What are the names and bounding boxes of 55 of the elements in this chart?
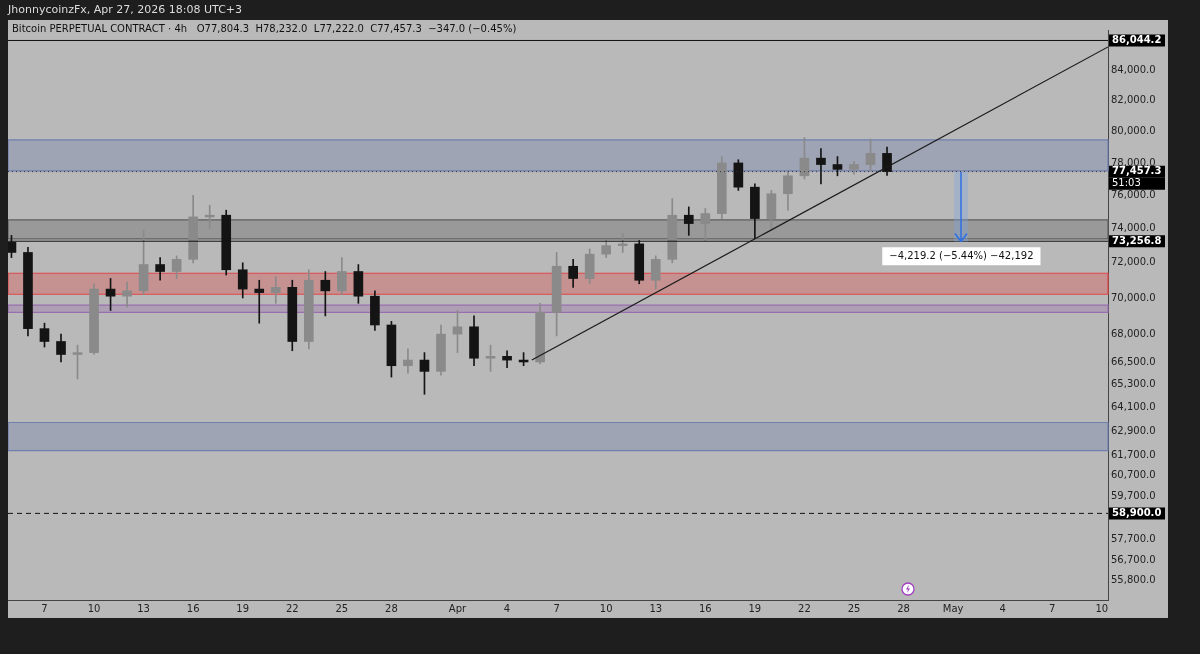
x-tick-label: Apr — [448, 602, 468, 614]
chart-subtitle: Bitcoin PERPETUAL CONTRACT · 4h O77,804.3 H78,232.0 L77,222.0 C77,457.3 −347.0 (−0.45%) — [12, 23, 517, 34]
candlestick — [204, 204, 215, 229]
x-tick-label: 28 — [385, 602, 398, 614]
x-tick-label: 4 — [999, 602, 1006, 614]
y-tick-label: 59,700.0 — [1111, 490, 1156, 502]
ref-line-label: 58,900.0 — [1112, 506, 1162, 518]
y-tick-label: 70,000.0 — [1111, 291, 1156, 303]
x-tick-label: 25 — [335, 602, 349, 614]
candlestick — [122, 281, 132, 308]
y-tick-label: 66,500.0 — [1111, 355, 1156, 367]
y-tick-label: 68,000.0 — [1111, 327, 1156, 339]
y-tick-label: 84,000.0 — [1111, 64, 1156, 76]
x-tick-label: 22 — [798, 602, 811, 614]
y-tick-label: 56,700.0 — [1111, 554, 1156, 566]
y-tick-label: 60,700.0 — [1111, 469, 1156, 481]
x-tick-label: 13 — [649, 602, 663, 614]
y-tick-label: 72,000.0 — [1111, 256, 1156, 268]
x-tick-label: 10 — [599, 602, 613, 614]
annotation: −4,219.2 (−5.44%) −42,192 — [889, 249, 1034, 261]
x-tick-label: 10 — [87, 602, 101, 614]
x-tick-label: 4 — [503, 602, 511, 614]
y-tick-label: 64,100.0 — [1111, 401, 1156, 413]
ref-line-label: 86,044.2 — [1112, 34, 1162, 46]
y-tick-label: 80,000.0 — [1111, 124, 1156, 136]
candlestick — [254, 279, 265, 324]
x-tick-label: 13 — [137, 602, 150, 614]
ref-line-label: 73,256.8 — [1112, 234, 1162, 246]
candlestick — [816, 148, 826, 185]
x-tick-label: 16 — [186, 602, 200, 614]
x-tick-label: 19 — [236, 602, 250, 614]
candlestick — [403, 348, 413, 374]
candlestick — [270, 276, 281, 304]
x-tick-label: 22 — [285, 602, 299, 614]
y-tick-label: 76,000.0 — [1111, 188, 1156, 200]
ref-line-label: 77,457.3 — [1112, 165, 1162, 177]
y-tick-label: 61,700.0 — [1111, 449, 1156, 461]
x-tick-label: 7 — [41, 602, 48, 614]
x-tick-label: 28 — [897, 602, 910, 614]
x-tick-label: 7 — [1049, 602, 1056, 614]
candlestick — [502, 350, 512, 368]
x-tick-label: 10 — [1095, 602, 1109, 614]
y-tick-label: 62,900.0 — [1111, 425, 1156, 436]
y-tick-label: 55,800.0 — [1111, 574, 1156, 586]
x-tick-label: 19 — [748, 602, 762, 614]
x-tick-label: 25 — [847, 602, 861, 614]
text: 51:03 — [1112, 177, 1141, 189]
x-tick-label: 7 — [553, 602, 560, 614]
x-tick-label: 16 — [698, 602, 712, 614]
chart-title: JhonnycoinzFx, Apr 27, 2026 18:08 UTC+3 — [8, 3, 243, 16]
y-tick-label: 74,000.0 — [1111, 222, 1156, 234]
y-tick-label: 82,000.0 — [1111, 94, 1156, 106]
x-tick-label: May — [942, 602, 964, 614]
y-tick-label: 65,300.0 — [1111, 378, 1156, 390]
y-tick-label: 57,700.0 — [1111, 532, 1156, 544]
